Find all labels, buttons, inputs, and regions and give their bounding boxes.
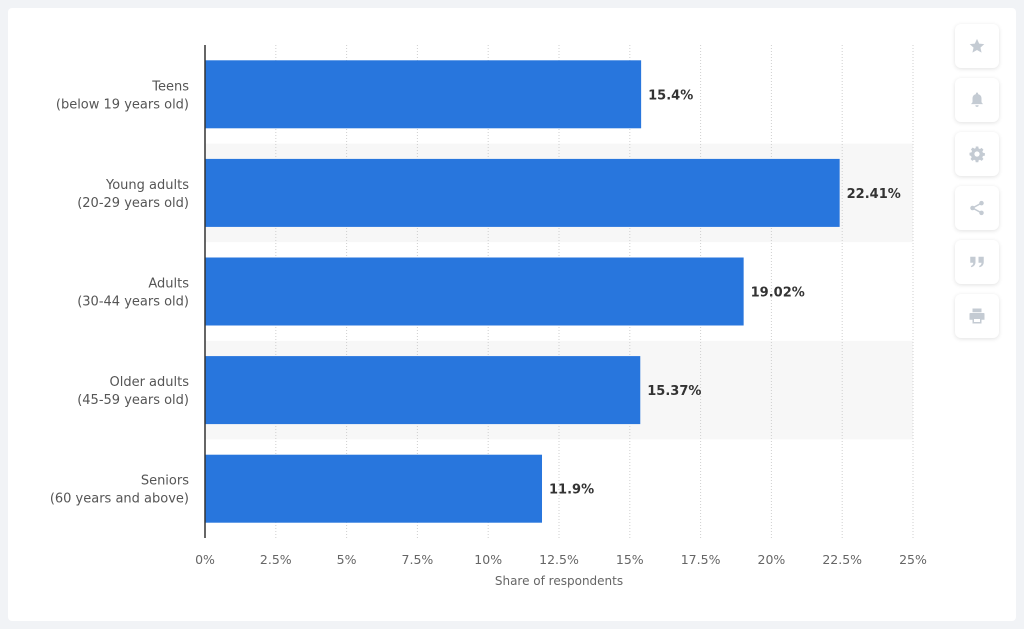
value-label: 19.02% <box>751 286 805 301</box>
chart-toolbar <box>955 24 999 348</box>
x-tick-label: 15% <box>616 552 644 567</box>
settings-button[interactable] <box>955 132 999 176</box>
star-icon <box>969 38 985 53</box>
print-button[interactable] <box>955 294 999 338</box>
value-label: 15.4% <box>648 88 693 103</box>
category-label: Young adults <box>105 178 189 193</box>
cite-button[interactable] <box>955 240 999 284</box>
bar <box>205 60 642 129</box>
bar <box>205 158 840 227</box>
category-label: Seniors <box>141 474 189 489</box>
category-label: (20-29 years old) <box>77 196 189 211</box>
category-label: Teens <box>151 79 189 94</box>
category-label: (30-44 years old) <box>77 295 189 310</box>
gear-icon <box>969 146 985 163</box>
bar <box>205 356 641 425</box>
category-label: Older adults <box>109 375 189 390</box>
print-icon <box>969 308 985 324</box>
x-tick-label: 12.5% <box>539 552 579 567</box>
x-tick-label: 5% <box>337 552 357 567</box>
quote-icon <box>970 256 984 268</box>
category-label: (60 years and above) <box>50 492 189 507</box>
x-tick-label: 25% <box>899 552 927 567</box>
bell-icon <box>971 92 983 107</box>
bar <box>205 257 744 326</box>
x-tick-label: 17.5% <box>681 552 721 567</box>
favorite-button[interactable] <box>955 24 999 68</box>
x-tick-label: 7.5% <box>402 552 434 567</box>
category-label: (45-59 years old) <box>77 393 189 408</box>
share-icon <box>970 200 984 216</box>
value-label: 15.37% <box>647 384 701 399</box>
category-label: Adults <box>148 277 189 292</box>
x-tick-label: 0% <box>195 552 215 567</box>
x-tick-label: 20% <box>758 552 786 567</box>
x-tick-label: 10% <box>474 552 502 567</box>
x-tick-label: 2.5% <box>260 552 292 567</box>
x-tick-label: 22.5% <box>822 552 862 567</box>
share-button[interactable] <box>955 186 999 230</box>
category-label: (below 19 years old) <box>56 97 189 112</box>
notification-button[interactable] <box>955 78 999 122</box>
value-label: 11.9% <box>549 483 594 498</box>
x-axis-title: Share of respondents <box>495 574 623 588</box>
labels: 0% 2.5% 5% 7.5% 10% 12.5% 15% 17.5% 20% 22.5% 25% 1… <box>50 79 927 588</box>
bar <box>205 454 543 523</box>
value-label: 22.41% <box>847 187 901 202</box>
bars <box>205 60 840 523</box>
